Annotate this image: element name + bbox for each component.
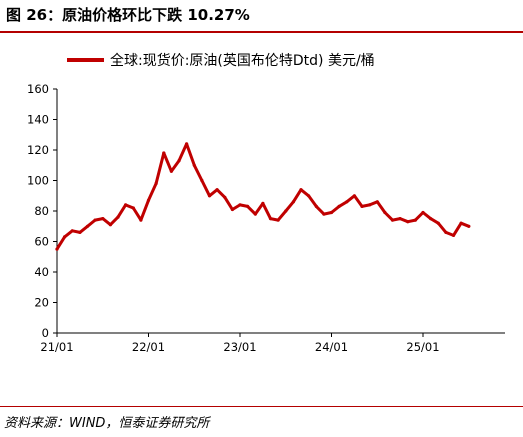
data-point [261,201,265,205]
x-axis: 21/01 22/01 23/01 24/01 25/01 [40,332,505,354]
y-tick-label: 140 [27,113,49,127]
data-point [238,203,242,207]
data-point [406,220,410,224]
figure-title: 图 26：原油价格环比下跌 10.27% [6,6,250,24]
data-point [383,210,387,215]
data-point [436,221,440,225]
data-point [299,188,303,192]
x-tick-label: 21/01 [40,340,73,354]
x-tick-label: 24/01 [315,340,348,354]
data-point [322,212,326,216]
data-point [314,204,318,208]
title-rule [0,31,523,33]
y-tick-label: 0 [42,326,49,340]
data-point [444,230,448,234]
data-point [268,217,273,221]
data-point [307,194,311,198]
data-point [276,218,280,222]
data-point [215,188,219,192]
data-point [207,194,212,198]
data-point [246,204,250,208]
data-point [398,217,402,221]
y-tick-label: 100 [27,174,49,188]
y-tick-label: 20 [34,296,49,310]
data-point [467,224,471,228]
data-point [352,194,356,198]
data-point [223,195,227,199]
series-layer [55,142,471,251]
legend: 全球:现货价:原油(英国布伦特Dtd) 美元/桶 [67,52,375,69]
y-tick-label: 120 [27,143,49,157]
data-point [70,229,74,233]
data-point [368,203,372,207]
series-line [55,142,471,251]
x-tick-label: 25/01 [406,340,439,354]
data-point [85,224,90,228]
data-point [93,218,97,222]
data-point [390,218,395,222]
data-point [429,217,433,221]
data-point [360,204,364,208]
data-point [200,178,204,183]
data-point [78,230,82,234]
y-tick-label: 160 [27,82,49,96]
data-point [169,169,173,173]
data-point [413,218,417,222]
data-point [154,181,158,186]
data-point [337,204,341,208]
data-point [253,212,257,216]
data-point [375,200,379,204]
data-point [291,200,295,204]
data-point [146,198,151,202]
data-point [230,207,234,212]
y-tick-label: 60 [34,235,49,249]
data-point [131,206,135,210]
x-tick-label: 22/01 [132,340,165,354]
data-point [101,217,105,221]
data-point [116,215,120,219]
data-point [124,203,128,207]
data-point [55,247,59,251]
source-note: 资料来源：WIND，恒泰证券研究所 [4,416,210,431]
data-point [284,209,288,213]
data-point [177,159,181,163]
data-point [108,223,112,227]
x-tick-label: 23/01 [223,340,256,354]
data-point [421,210,425,215]
data-point [329,210,334,215]
legend-label: 全球:现货价:原油(英国布伦特Dtd) 美元/桶 [110,52,375,69]
y-tick-label: 80 [34,204,49,218]
data-point [451,233,456,237]
data-point [185,142,189,146]
y-tick-label: 40 [34,265,49,279]
data-point [192,163,196,167]
data-point [162,151,166,155]
data-point [63,235,67,239]
data-point [139,218,143,222]
data-point [345,200,349,204]
y-axis: 0 20 40 60 80 100 120 140 160 [27,82,58,340]
source-rule [0,406,523,407]
data-point [459,221,463,225]
